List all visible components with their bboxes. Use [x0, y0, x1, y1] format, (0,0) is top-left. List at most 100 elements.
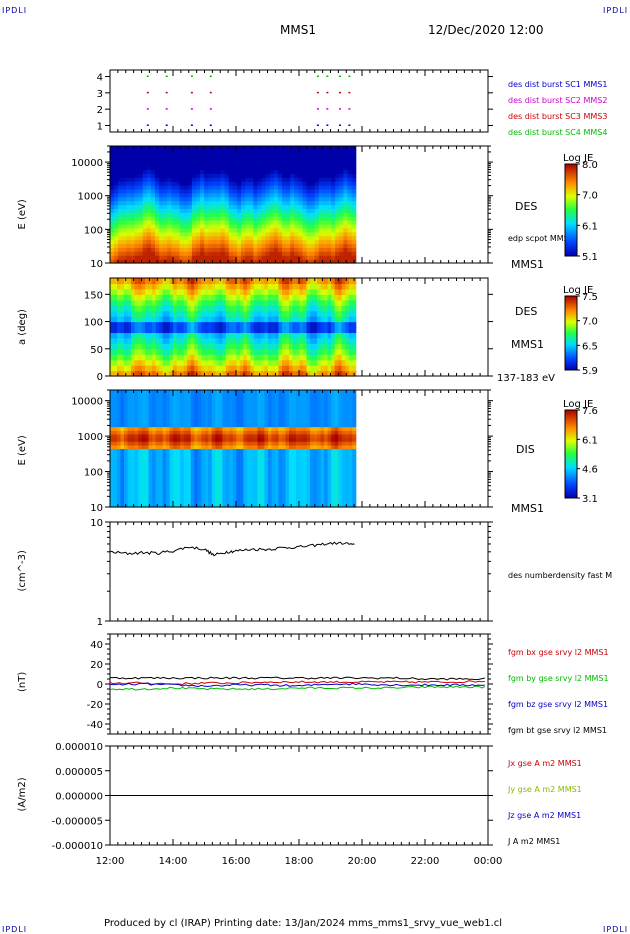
spectrogram-cell [253, 499, 259, 504]
spectrogram-cell [220, 165, 226, 170]
spectrogram-cell [327, 181, 332, 186]
spectrogram-cell [130, 208, 136, 213]
spectrogram-cell [245, 200, 250, 206]
spectrogram-cell [173, 485, 178, 490]
spectrogram-cell [294, 185, 299, 190]
spectrogram-cell [208, 227, 213, 233]
spectrogram-cell [122, 243, 127, 248]
spectrogram-cell [277, 165, 283, 170]
spectrogram-cell [302, 224, 308, 229]
spectrogram-cell [134, 220, 140, 225]
spectrogram-cell [220, 220, 226, 225]
spectrogram-cell [180, 337, 185, 344]
spectrogram-cell [239, 299, 244, 306]
spectrogram-cell [281, 208, 287, 213]
spectrogram-cell [324, 305, 329, 312]
spectrogram-cell [218, 477, 223, 483]
spectrogram-cell [232, 422, 237, 428]
spectrogram-cell [250, 288, 255, 295]
spectrogram-cell [148, 400, 153, 406]
spectrogram-cell [152, 321, 157, 328]
spectrogram-cell [155, 400, 160, 406]
spectrogram-cell [124, 426, 129, 431]
spectrogram-cell [208, 354, 213, 361]
spectrogram-cell [236, 474, 241, 479]
spectrogram-cell [208, 496, 213, 501]
spectrogram-cell [225, 433, 230, 439]
spectrogram-cell [159, 208, 164, 213]
spectrogram-cell [218, 365, 223, 372]
spectrogram-cell [166, 400, 171, 406]
spectrogram-cell [190, 327, 195, 334]
spectrogram-cell [348, 278, 353, 285]
spectrogram-cell [155, 169, 160, 174]
spectrogram-cell [159, 305, 164, 312]
spectrogram-cell [163, 216, 168, 221]
spectrogram-cell [155, 441, 160, 446]
spectrogram-cell [352, 294, 357, 301]
spectrogram-cell [278, 299, 283, 306]
spectrogram-cell [303, 294, 308, 301]
spectrogram-cell [290, 185, 295, 190]
spectrogram-cell [166, 404, 171, 409]
spectrogram-cell [113, 499, 118, 504]
spectrogram-cell [167, 220, 173, 225]
spectrogram-cell [222, 411, 227, 417]
spectrogram-cell [162, 332, 167, 339]
spectrogram-cell [246, 437, 251, 442]
spectrogram-cell [134, 444, 139, 450]
spectrogram-cell [298, 231, 304, 237]
spectrogram-cell [331, 153, 336, 159]
spectrogram-cell [212, 204, 218, 209]
spectrogram-cell [331, 235, 336, 241]
spectrogram-cell [152, 365, 157, 372]
spectrogram-cell [183, 327, 188, 334]
spectrogram-cell [195, 188, 201, 194]
spectrogram-cell [236, 278, 241, 285]
spectrogram-cell [208, 247, 213, 252]
spectrogram-cell [343, 212, 349, 217]
spectrogram-cell [335, 220, 340, 225]
spectrogram-cell [236, 455, 241, 461]
spectrogram-cell [253, 404, 259, 409]
spectrogram-cell [228, 157, 234, 163]
spectrogram-cell [348, 343, 353, 350]
spectrogram-cell [127, 470, 132, 475]
spectrogram-cell [120, 437, 125, 442]
spectrogram-cell [322, 196, 328, 202]
spectrogram-cell [173, 283, 178, 290]
spectrogram-cell [134, 169, 140, 174]
spectrogram-cell [148, 310, 153, 317]
spectrogram-cell [155, 208, 160, 213]
spectrogram-cell [339, 239, 345, 245]
spectrogram-cell [179, 192, 185, 198]
spectrogram-cell [289, 354, 294, 361]
spectrogram-cell [347, 208, 353, 213]
spectrogram-cell [281, 181, 287, 186]
burst-marker [146, 124, 149, 126]
spectrogram-cell [163, 235, 168, 241]
spectrogram-cell [331, 327, 336, 334]
spectrogram-cell [243, 426, 248, 431]
spectrogram-cell [171, 200, 177, 206]
spectrogram-cell [267, 488, 273, 493]
spectrogram-cell [194, 448, 199, 453]
spectrogram-cell [310, 299, 315, 306]
spectrogram-cell [204, 283, 209, 290]
corner-label-bl: IPDLI [2, 925, 28, 934]
spectrogram-cell [124, 496, 129, 501]
spectrogram-cell [173, 474, 178, 479]
spectrogram-cell [232, 321, 237, 328]
spectrogram-cell [216, 192, 222, 198]
spectrogram-cell [215, 359, 220, 366]
spectrogram-cell [176, 503, 181, 508]
spectrogram-cell [327, 243, 332, 248]
spectrogram-cell [339, 177, 345, 182]
spectrogram-cell [155, 200, 160, 206]
spectrogram-cell [204, 153, 209, 159]
spectrogram-cell [249, 220, 254, 225]
spectrogram-cell [241, 185, 246, 190]
spectrogram-cell [191, 235, 197, 241]
spectrogram-cell [246, 283, 251, 290]
spectrogram-cell [222, 474, 227, 479]
